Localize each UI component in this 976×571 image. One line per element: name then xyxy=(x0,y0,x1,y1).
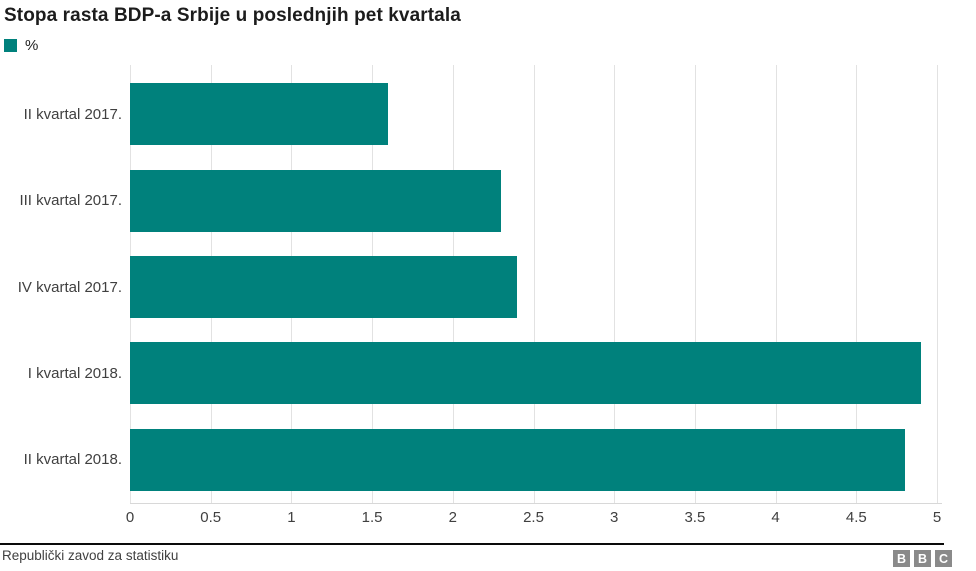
gridline xyxy=(937,65,938,503)
gridline xyxy=(775,65,777,503)
y-axis-labels: II kvartal 2017. III kvartal 2017. IV kvar… xyxy=(0,71,122,503)
bbc-logo-block: B xyxy=(893,550,910,567)
bar xyxy=(130,169,502,232)
x-axis-tick-label: 4 xyxy=(771,509,780,526)
y-axis-label: II kvartal 2018. xyxy=(23,451,122,469)
bar xyxy=(130,428,905,491)
legend: % xyxy=(4,37,38,54)
bar-row xyxy=(130,157,937,243)
x-axis-tick-label: 3.5 xyxy=(684,509,706,526)
bbc-logo-block: B xyxy=(914,550,931,567)
y-axis-label: II kvartal 2017. xyxy=(23,105,122,123)
bar-row xyxy=(130,417,937,503)
x-axis-tick-label: 1 xyxy=(287,509,296,526)
x-axis-tick-label: 0.5 xyxy=(200,509,222,526)
bar-row xyxy=(130,244,937,330)
x-axis-ticks: 0 0.5 1 1.5 2 2.5 3 3.5 4 4.5 5 xyxy=(126,509,941,531)
bar xyxy=(130,256,518,319)
plot-area xyxy=(130,65,938,503)
source-label: Republički zavod za statistiku xyxy=(2,548,179,563)
x-axis-tick-label: 3 xyxy=(610,509,619,526)
x-axis-tick-label: 0 xyxy=(125,509,135,526)
bar xyxy=(130,83,389,146)
legend-label: % xyxy=(25,37,39,54)
y-axis-label: III kvartal 2017. xyxy=(19,192,122,210)
footer-divider xyxy=(0,543,944,545)
legend-swatch xyxy=(4,39,17,52)
x-axis-tick-label: 1.5 xyxy=(361,509,383,526)
gridline xyxy=(856,65,858,503)
y-axis-label: I kvartal 2018. xyxy=(27,364,122,382)
gridline xyxy=(694,65,696,503)
x-axis-tick-label: 5 xyxy=(932,509,942,526)
x-axis-tick-label: 2.5 xyxy=(523,509,544,526)
bar-row xyxy=(130,330,937,416)
bars-container xyxy=(130,71,937,503)
gridline xyxy=(533,65,535,503)
bar xyxy=(130,342,921,405)
chart-title: Stopa rasta BDP-a Srbije u poslednjih pe… xyxy=(4,5,461,26)
x-axis-tick-label: 4.5 xyxy=(845,509,867,526)
x-axis-tick-label: 2 xyxy=(448,509,457,526)
x-axis-baseline xyxy=(130,503,942,504)
y-axis-label: IV kvartal 2017. xyxy=(17,278,122,296)
bar-row xyxy=(130,71,937,157)
gridline xyxy=(614,65,616,503)
bbc-logo-block: C xyxy=(935,550,952,567)
